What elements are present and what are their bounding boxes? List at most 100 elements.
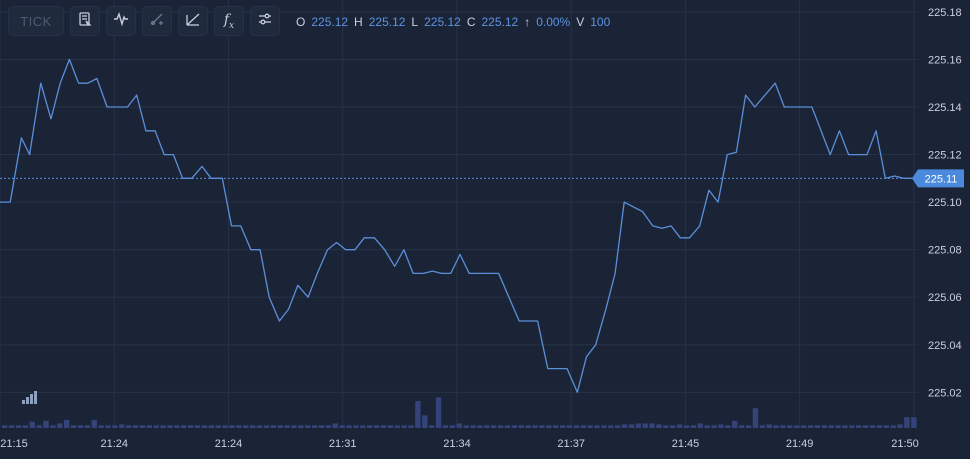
volume-bar[interactable] [22,425,29,428]
volume-bar[interactable] [497,425,504,428]
volume-bar[interactable] [429,425,435,428]
volume-bar[interactable] [346,425,352,428]
volume-bar[interactable] [15,425,22,428]
volume-bar[interactable] [663,425,669,428]
volume-bar[interactable] [236,425,242,428]
volume-bar[interactable] [738,425,745,428]
volume-bar[interactable] [305,425,311,428]
volume-bar[interactable] [77,425,84,428]
volume-bar[interactable] [105,425,111,428]
volume-bar[interactable] [119,424,125,428]
indicators-button[interactable] [106,6,136,36]
volume-bar[interactable] [318,425,325,428]
volume-bar[interactable] [132,425,139,428]
volume-bar[interactable] [504,425,511,428]
volume-bar[interactable] [70,425,77,428]
volume-bar[interactable] [339,425,345,428]
volume-bar[interactable] [628,424,635,428]
volume-bar[interactable] [415,401,421,428]
volume-bar[interactable] [566,425,573,428]
trendline-button[interactable] [178,6,208,36]
volume-bar[interactable] [587,425,593,428]
volume-bar[interactable] [208,425,215,428]
volume-bar[interactable] [463,425,469,428]
volume-bar[interactable] [449,425,456,428]
volume-bar[interactable] [876,425,883,428]
volume-bar[interactable] [787,425,793,428]
volume-bar[interactable] [367,425,373,428]
volume-bar[interactable] [773,425,779,428]
volume-bar[interactable] [842,425,848,428]
volume-bar[interactable] [614,425,621,428]
volume-bar[interactable] [215,425,221,428]
volume-bar[interactable] [125,425,132,428]
volume-bar[interactable] [353,425,359,428]
volume-bar[interactable] [311,425,318,428]
volume-bar[interactable] [559,425,566,428]
volume-bar[interactable] [243,425,249,428]
volume-bar[interactable] [112,425,118,428]
volume-bar[interactable] [435,397,442,428]
volume-bar[interactable] [656,424,662,428]
volume-bar[interactable] [676,424,683,428]
volume-bar[interactable] [573,425,580,428]
volume-bar[interactable] [8,425,15,428]
volume-bar[interactable] [167,425,173,428]
volume-bar[interactable] [697,423,703,429]
volume-bar[interactable] [518,425,524,428]
volume-bar[interactable] [642,423,648,429]
volume-bar[interactable] [490,425,497,428]
volume-bar[interactable] [422,415,428,428]
volume-bar[interactable] [608,425,614,428]
volume-bar[interactable] [298,425,304,428]
volume-bar[interactable] [546,425,552,428]
price-line[interactable] [0,58,913,393]
volume-bar[interactable] [869,425,876,428]
volume-bar[interactable] [732,420,738,428]
volume-bar[interactable] [249,425,256,428]
volume-bar[interactable] [670,425,676,428]
volume-bar[interactable] [394,425,400,428]
volume-bar[interactable] [621,424,628,428]
volume-bar[interactable] [50,425,56,428]
volume-bar[interactable] [752,408,759,428]
volume-bar[interactable] [759,425,765,428]
volume-bar[interactable] [511,425,518,428]
volume-bar[interactable] [160,425,166,428]
volume-bar[interactable] [883,425,889,428]
volume-bar[interactable] [387,425,394,428]
volume-bar[interactable] [442,425,449,428]
volume-bar[interactable] [766,424,772,428]
volume-bar[interactable] [470,425,476,428]
volume-bar[interactable] [277,425,283,428]
volume-bar[interactable] [800,425,807,428]
volume-bar[interactable] [29,421,35,428]
volume-bar[interactable] [263,425,270,428]
volume-bar[interactable] [43,420,49,428]
volume-bar[interactable] [174,425,180,428]
volume-bar[interactable] [201,425,208,428]
volume-bar[interactable] [229,425,235,428]
volume-bar[interactable] [284,425,290,428]
volume-bar[interactable] [373,425,380,428]
volume-bar[interactable] [711,425,717,428]
volume-bar[interactable] [270,425,276,428]
volume-bar[interactable] [2,425,8,428]
volume-bar[interactable] [256,425,263,428]
volume-bar[interactable] [794,425,800,428]
volume-bar[interactable] [897,424,903,428]
volume-bar[interactable] [91,419,97,428]
volume-bar[interactable] [828,425,834,428]
volume-bar[interactable] [849,425,855,428]
volume-bar[interactable] [401,425,407,428]
volume-bar[interactable] [539,425,545,428]
volume-bar[interactable] [704,425,710,428]
volume-bar[interactable] [98,425,104,428]
volume-bar[interactable] [601,425,607,428]
volume-bar[interactable] [153,425,159,428]
volume-bar[interactable] [911,417,917,428]
volume-bar[interactable] [477,425,483,428]
volume-bar[interactable] [814,425,821,428]
volume-bar[interactable] [890,425,896,428]
